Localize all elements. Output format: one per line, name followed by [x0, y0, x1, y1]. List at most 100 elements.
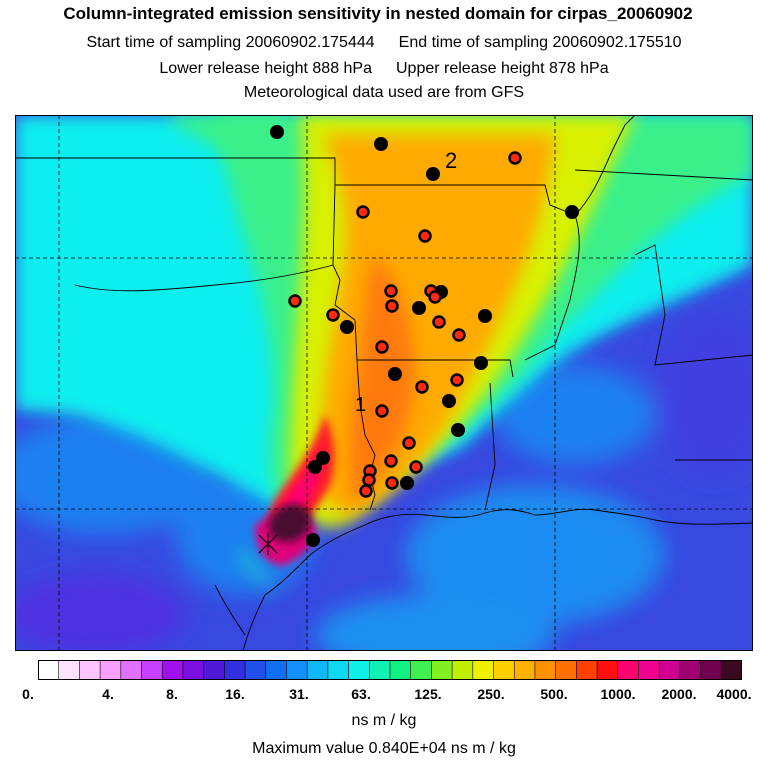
sampling-times: Start time of sampling 20060902.175444 En…: [0, 34, 768, 52]
colorbar-tick: 1000.: [600, 686, 636, 702]
red-dot: [359, 484, 373, 498]
colorbar-cell: [348, 660, 370, 680]
colorbar-cell: [700, 660, 722, 680]
red-dot: [432, 315, 446, 329]
colorbar-cell: [162, 660, 184, 680]
colorbar-cell: [79, 660, 101, 680]
colorbar-cell: [534, 660, 557, 680]
colorbar-cell: [514, 660, 536, 680]
red-dot: [385, 299, 399, 313]
colorbar-cell: [245, 660, 267, 680]
red-dot: [362, 473, 376, 487]
colorbar-cell: [390, 660, 412, 680]
colorbar-tick: 63.: [351, 686, 371, 702]
colorbar-cell: [431, 660, 453, 680]
end-time: End time of sampling 20060902.175510: [398, 34, 682, 51]
red-dot: [326, 308, 340, 322]
red-dot: [450, 373, 464, 387]
colorbar-cell: [286, 660, 308, 680]
field-orange-red-inner: [349, 255, 415, 505]
start-time: Start time of sampling 20060902.175444: [86, 34, 375, 51]
colorbar-cell: [576, 660, 598, 680]
red-dot: [409, 460, 423, 474]
state-boundaries: [15, 115, 753, 511]
colorbar-tick: 31.: [289, 686, 309, 702]
upper-release-height: Upper release height 878 hPa: [396, 60, 609, 77]
black-dot: [340, 320, 354, 334]
colorbar-cell: [327, 660, 350, 680]
red-dot: [428, 290, 442, 304]
red-dot: [288, 294, 302, 308]
colorbar-cell: [38, 660, 60, 680]
release-heights: Lower release height 888 hPa Upper releas…: [0, 60, 768, 78]
emission-sensitivity-map: 1 2: [15, 115, 753, 651]
colorbar-tick: 500.: [540, 686, 568, 702]
colorbar-cell: [203, 660, 225, 680]
red-dot: [508, 151, 522, 165]
colorbar-tick: 250.: [477, 686, 505, 702]
colorbar-cell: [597, 660, 619, 680]
colorbar-cell: [100, 660, 122, 680]
maximum-value: Maximum value 0.840E+04 ns m / kg: [252, 740, 516, 757]
colorbar-cell: [493, 660, 515, 680]
colorbar-cell: [472, 660, 495, 680]
colorbar-cell: [224, 660, 246, 680]
colorbar-cell: [617, 660, 639, 680]
black-dot: [478, 309, 492, 323]
black-dot: [316, 451, 330, 465]
black-dot: [308, 460, 322, 474]
colorbar-cell: [182, 660, 205, 680]
colorbar-cell: [452, 660, 474, 680]
red-dot: [402, 436, 416, 450]
lower-release-height: Lower release height 888 hPa: [159, 60, 372, 77]
colorbar-unit: ns m / kg: [351, 712, 417, 729]
trajectory-label-2: 2: [445, 148, 457, 173]
colorbar-cell: [120, 660, 143, 680]
colorbar-cell: [638, 660, 660, 680]
field-max-source: [268, 503, 312, 543]
trajectory-label-1: 1: [355, 394, 366, 416]
field-green-left: [165, 115, 300, 215]
black-dot: [451, 423, 465, 437]
map-title: Column-integrated emission sensitivity i…: [63, 4, 693, 23]
colorbar-tick: 4.: [102, 686, 114, 702]
red-dot: [452, 328, 466, 342]
coastline: [214, 508, 753, 651]
black-dot: [474, 356, 488, 370]
colorbar-cell: [679, 660, 702, 680]
colorbar-tick-labels: 0. 4. 8. 16. 31. 63. 125. 250. 500. 1000…: [0, 686, 768, 706]
black-dot: [426, 167, 440, 181]
red-dot: [384, 284, 398, 298]
black-dot: [412, 301, 426, 315]
red-dot: [375, 404, 389, 418]
black-dot: [442, 394, 456, 408]
red-dot: [385, 476, 399, 490]
red-dots: [288, 151, 522, 498]
red-dot: [375, 340, 389, 354]
black-dot: [400, 476, 414, 490]
black-dot: [388, 367, 402, 381]
map-frame: [15, 115, 753, 651]
colorbar-cell: [307, 660, 329, 680]
colorbar-cell: [410, 660, 432, 680]
met-data-source: Meteorological data used are from GFS: [243, 84, 525, 101]
red-dot: [415, 380, 429, 394]
colorbar: [38, 660, 742, 680]
colorbar-cell: [265, 660, 287, 680]
red-dot: [418, 229, 432, 243]
black-dot: [374, 137, 388, 151]
colorbar-cell: [721, 660, 742, 680]
colorbar-tick: 16.: [225, 686, 245, 702]
colorbar-cell: [659, 660, 681, 680]
black-dot: [306, 533, 320, 547]
black-dot: [270, 125, 284, 139]
colorbar-tick: 2000.: [661, 686, 697, 702]
red-dot: [384, 454, 398, 468]
black-dot: [565, 205, 579, 219]
colorbar-tick: 0.: [22, 686, 34, 702]
colorbar-tick: 8.: [166, 686, 178, 702]
graticule: [15, 115, 753, 651]
colorbar-tick: 125.: [414, 686, 442, 702]
colorbar-cell: [141, 660, 163, 680]
colorbar-frame: [38, 660, 742, 680]
